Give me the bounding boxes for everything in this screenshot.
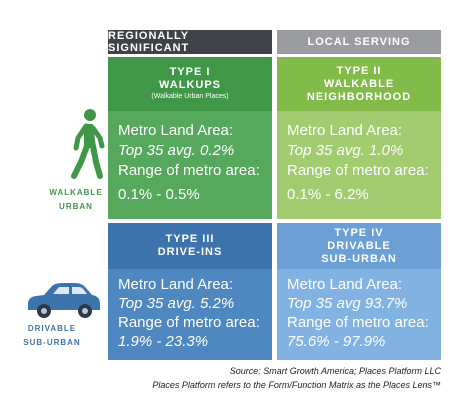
range-label: Range of metro area:: [118, 162, 260, 179]
range-label: Range of metro area:: [287, 162, 429, 179]
drivable-label-line2: SUB-URBAN: [23, 338, 81, 347]
type-name: WALKABLE: [323, 77, 395, 90]
quadrant-title: TYPE III DRIVE-INS: [108, 223, 272, 269]
source-credit: Source: Smart Growth America; Places Pla…: [229, 366, 441, 376]
range-label: Range of metro area:: [287, 314, 429, 331]
range-value: 1.9% - 23.3%: [118, 333, 209, 350]
walkable-label-line1: WALKABLE: [49, 188, 103, 197]
drivable-label-line1: DRIVABLE: [27, 324, 77, 333]
quadrant-stats: Metro Land Area: Top 35 avg 93.7% Range …: [277, 269, 441, 351]
type-4-drivable-suburban-quadrant: TYPE IV DRIVABLE SUB-URBAN Metro Land Ar…: [277, 223, 441, 360]
range-value: 75.6% - 97.9%: [287, 333, 386, 350]
type-name-line2: NEIGHBORHOOD: [306, 90, 412, 103]
quadrant-title: TYPE IV DRIVABLE SUB-URBAN: [277, 223, 441, 269]
type-label: TYPE IV: [334, 226, 384, 239]
type-label: TYPE II: [336, 64, 382, 77]
type-2-walkable-neighborhood-quadrant: TYPE II WALKABLE NEIGHBORHOOD Metro Land…: [277, 57, 441, 219]
type-name-line2: SUB-URBAN: [321, 252, 397, 265]
type-name: DRIVE-INS: [157, 246, 223, 258]
land-area-label: Metro Land Area:: [118, 276, 234, 293]
quadrant-stats: Metro Land Area: Top 35 avg. 1.0% Range …: [277, 111, 441, 205]
quadrant-stats: Metro Land Area: Top 35 avg. 5.2% Range …: [108, 269, 272, 351]
range-value: 0.1% - 0.5%: [118, 186, 200, 203]
local-serving-header: LOCAL SERVING: [277, 30, 441, 54]
range-label: Range of metro area:: [118, 314, 260, 331]
type-subtitle: (Walkable Urban Places): [151, 93, 229, 100]
regionally-significant-label: REGIONALLY SIGNIFICANT: [108, 30, 190, 54]
range-value: 0.1% - 6.2%: [287, 186, 369, 203]
local-serving-label: LOCAL SERVING: [307, 36, 411, 48]
avg-value: Top 35 avg. 1.0%: [287, 142, 404, 159]
walkable-label-line2: URBAN: [59, 202, 93, 211]
avg-value: Top 35 avg. 5.2%: [118, 295, 235, 312]
regionally-significant-header: REGIONALLY SIGNIFICANT: [108, 30, 272, 54]
quadrant-title: TYPE I WALKUPS (Walkable Urban Places): [108, 57, 272, 111]
avg-value: Top 35 avg 93.7%: [287, 295, 408, 312]
type-name: DRIVABLE: [327, 239, 391, 252]
avg-value: Top 35 avg. 0.2%: [118, 142, 235, 159]
land-area-label: Metro Land Area:: [287, 122, 403, 139]
type-label: TYPE I: [169, 66, 211, 78]
type-name: WALKUPS: [159, 79, 221, 91]
type-3-drive-ins-quadrant: TYPE III DRIVE-INS Metro Land Area: Top …: [108, 223, 272, 360]
quadrant-stats: Metro Land Area: Top 35 avg. 0.2% Range …: [108, 111, 272, 205]
places-lens-note: Places Platform refers to the Form/Funct…: [152, 380, 441, 390]
land-area-label: Metro Land Area:: [118, 122, 234, 139]
walkable-urban-label: WALKABLE URBAN: [40, 186, 112, 214]
type-1-walkups-quadrant: TYPE I WALKUPS (Walkable Urban Places) M…: [108, 57, 272, 219]
car-icon: [28, 283, 100, 318]
land-area-label: Metro Land Area:: [287, 276, 403, 293]
quadrant-title: TYPE II WALKABLE NEIGHBORHOOD: [277, 57, 441, 111]
drivable-suburban-label: DRIVABLE SUB-URBAN: [2, 322, 102, 350]
type-label: TYPE III: [165, 233, 215, 245]
walking-person-icon: [71, 109, 105, 179]
